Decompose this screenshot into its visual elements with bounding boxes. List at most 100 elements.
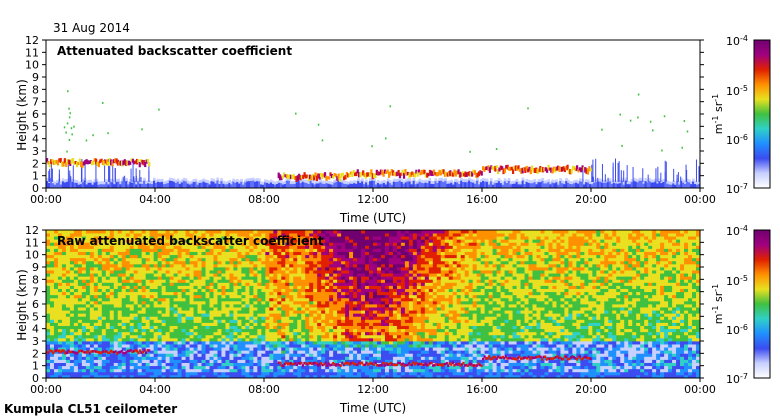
heatmap-cell (101, 282, 107, 286)
heatmap-cell (301, 254, 306, 259)
heatmap-cell (133, 300, 139, 305)
heatmap-cell (137, 328, 143, 333)
aerosol-edge (214, 180, 218, 184)
aerosol-cell (654, 180, 657, 188)
heatmap-cell (93, 328, 99, 333)
heatmap-cell (101, 276, 107, 280)
heatmap-cell (317, 291, 322, 296)
heatmap-cell (229, 257, 234, 262)
heatmap-cell (337, 230, 342, 234)
aerosol-edge (361, 178, 364, 182)
aerosol-edge (230, 181, 233, 185)
aerosol-cell (117, 180, 120, 188)
aerosol-cell (160, 180, 164, 188)
heatmap-cell (317, 279, 322, 283)
aerosol-edge (373, 177, 376, 181)
heatmap-cell (177, 288, 182, 293)
cloud-cell (387, 171, 391, 178)
heatmap-cell (121, 251, 127, 256)
heatmap-cell (46, 248, 51, 252)
heatmap-cell (241, 334, 246, 339)
heatmap-cell (309, 257, 314, 262)
cloud-cell (511, 168, 515, 174)
heatmap-cell (181, 245, 186, 249)
heatmap-cell (217, 270, 222, 274)
aerosol-cell (311, 182, 315, 188)
heatmap-cell (97, 368, 103, 373)
aerosol-edge (281, 181, 285, 185)
heatmap-cell (361, 300, 366, 305)
heatmap-cell (353, 359, 358, 363)
heatmap-cell (273, 325, 278, 330)
heatmap-cell (265, 282, 270, 286)
heatmap-cell (137, 294, 143, 299)
heatmap-cell (337, 270, 342, 274)
heatmap-cell (173, 230, 178, 234)
cloud-cell (456, 170, 459, 175)
heatmap-cell (157, 297, 163, 302)
heatmap-cell (237, 257, 242, 262)
heatmap-cell (185, 267, 190, 271)
heatmap-cell (221, 374, 226, 378)
heatmap-cell (245, 365, 250, 370)
heatmap-cell (361, 257, 366, 262)
aerosol-cell (672, 182, 675, 188)
heatmap-cell (245, 291, 250, 296)
heatmap-cell (265, 263, 270, 268)
heatmap-cell (269, 356, 274, 360)
heatmap-cell (193, 341, 198, 345)
heatmap-cell (49, 359, 55, 363)
heatmap-cell (177, 291, 182, 296)
heatmap-cell (253, 251, 258, 256)
heatmap-cell (46, 365, 51, 370)
heatmap-cell (173, 263, 178, 268)
heatmap-cell (245, 359, 250, 363)
heatmap-cell (361, 263, 366, 268)
heatmap-cell (165, 365, 171, 370)
heatmap-cell (153, 297, 159, 302)
heatmap-cell (277, 331, 282, 336)
cloud-cell (540, 167, 543, 173)
heatmap-cell (325, 248, 330, 252)
heatmap-cell (317, 350, 322, 354)
heatmap-cell (357, 350, 362, 354)
cloud-cell (323, 172, 327, 178)
heatmap-cell (225, 260, 230, 265)
heatmap-cell (89, 248, 95, 252)
heatmap-cell (189, 267, 194, 271)
heatmap-cell (277, 316, 282, 320)
heatmap-cell (49, 267, 55, 271)
heatmap-cell (201, 371, 206, 376)
heatmap-cell (65, 267, 71, 271)
heatmap-cell (65, 344, 71, 348)
aerosol-edge (489, 178, 493, 182)
heatmap-cell (301, 337, 306, 342)
aerosol-cell (101, 183, 105, 188)
heatmap-cell (361, 233, 366, 237)
heatmap-cell (141, 291, 147, 296)
heatmap-cell (145, 270, 151, 274)
aerosol-edge (630, 179, 634, 183)
heatmap-cell (265, 245, 270, 249)
heatmap-cell (317, 242, 322, 246)
heatmap-cell (329, 368, 334, 373)
heatmap-cell (57, 353, 63, 357)
heatmap-cell (225, 310, 230, 314)
heatmap-cell (129, 307, 135, 311)
heatmap-cell (293, 300, 298, 305)
heatmap-cell (157, 353, 163, 357)
heatmap-cell (57, 310, 63, 314)
heatmap-cell (205, 325, 210, 330)
heatmap-cell (277, 300, 282, 305)
heatmap-cell (257, 347, 262, 351)
heatmap-cell (93, 365, 99, 370)
heatmap-cell (277, 304, 282, 308)
heatmap-cell (81, 282, 87, 286)
heatmap-cell (321, 304, 326, 308)
aerosol-cell (412, 179, 416, 188)
heatmap-cell (77, 344, 83, 348)
cloud-cell (580, 167, 583, 173)
heatmap-cell (281, 319, 286, 323)
heatmap-cell (53, 260, 59, 265)
heatmap-cell (221, 291, 226, 296)
